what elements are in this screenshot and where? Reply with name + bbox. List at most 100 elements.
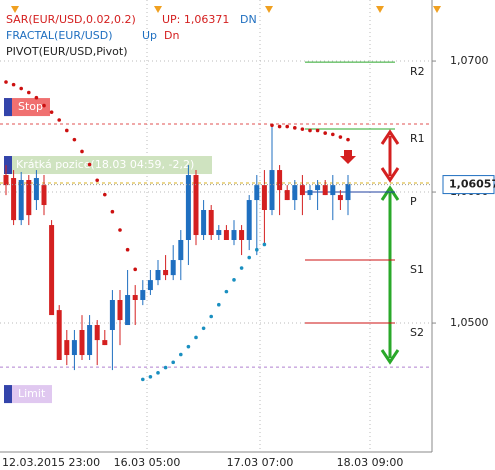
candle-body: [193, 175, 199, 236]
pivot-label: P: [410, 195, 417, 208]
sar-dot: [141, 377, 145, 382]
legend-text: Dn: [164, 29, 179, 42]
candle-body: [223, 230, 229, 240]
sar-dot: [277, 124, 282, 129]
stop-tab: [4, 98, 12, 117]
sar-dot: [239, 266, 244, 270]
sar-dot: [95, 178, 99, 183]
sar-dot: [103, 192, 107, 197]
candle-body: [246, 200, 252, 240]
sar-dot: [148, 374, 153, 379]
candle-body: [239, 230, 245, 240]
candle-body: [269, 170, 275, 210]
sar-dot: [11, 82, 16, 87]
sar-dot: [308, 128, 312, 133]
legend-text: SAR(EUR/USD,0.02,0.2): [6, 13, 136, 26]
candle-body: [322, 185, 328, 196]
candle-body: [299, 185, 305, 196]
sar-dot: [346, 137, 350, 142]
sar-dot: [209, 314, 213, 319]
sar-dot: [217, 302, 221, 307]
candle-body: [315, 185, 321, 191]
candle-body: [125, 295, 131, 326]
candle-body: [87, 325, 93, 356]
sar-dot: [194, 335, 198, 340]
candle-body: [56, 310, 62, 360]
y-tick-label: 1,0700: [450, 54, 489, 67]
sar-dot: [186, 344, 191, 349]
top-markers: [11, 6, 441, 13]
sar-dot: [118, 228, 122, 232]
sar-dot: [270, 123, 274, 128]
sar-dot: [125, 247, 130, 252]
candle-body: [132, 295, 138, 300]
pivot-label: R1: [410, 132, 425, 145]
sar-dot: [300, 127, 305, 131]
sar-dot: [179, 352, 183, 357]
candle-body: [140, 290, 146, 300]
candle-body: [71, 340, 77, 356]
candle-body: [147, 280, 153, 291]
x-tick-label: 17.03 07:00: [227, 456, 294, 469]
candle-body: [345, 184, 351, 201]
sar-dot: [4, 80, 8, 84]
sar-dot: [57, 118, 61, 122]
candle-body: [337, 195, 343, 201]
y-tick-label: 1,0500: [450, 316, 489, 329]
order-tab: [4, 156, 12, 175]
limit-box: [4, 385, 52, 404]
legend-text: FRACTAL(EUR/USD): [6, 29, 113, 42]
candle-body: [231, 230, 237, 240]
sar-dot: [201, 326, 206, 331]
candle-body: [178, 240, 184, 261]
pivot-label: S1: [410, 263, 424, 276]
candle-body: [216, 230, 222, 236]
sar-dot: [163, 365, 168, 370]
legend-text: PIVOT(EUR/USD,Pivot): [6, 45, 128, 58]
candle-body: [292, 185, 298, 201]
sar-dot: [254, 247, 259, 252]
sar-dot: [42, 103, 46, 108]
legend: SAR(EUR/USD,0.02,0.2) UP: 1,06371 DN FRACTA…: [6, 13, 257, 58]
candle-body: [277, 170, 283, 191]
legend-text: UP: 1,06371: [162, 13, 229, 26]
sar-dot: [133, 267, 137, 272]
candle-body: [3, 175, 9, 186]
sar-dot: [315, 128, 320, 133]
candle-body: [79, 330, 85, 356]
candle-body: [201, 210, 207, 236]
candle-body: [49, 225, 55, 316]
limit-label: Limit: [18, 387, 46, 400]
sar-dot: [232, 278, 236, 282]
sar-dot: [65, 128, 69, 133]
candle-body: [94, 325, 100, 341]
candle-body: [208, 210, 214, 236]
candle-body: [33, 178, 39, 201]
sar-dot: [285, 124, 290, 129]
candle-body: [185, 175, 191, 240]
candle-body: [284, 190, 290, 201]
sar-dot: [49, 110, 54, 114]
legend-text: DN: [240, 13, 257, 26]
order-label: Krátká pozice(18.03 04:59, -2,2): [16, 158, 194, 171]
candle-body: [155, 270, 161, 281]
sar-dot: [331, 132, 335, 137]
sar-dot: [338, 135, 343, 139]
sar-dot: [293, 126, 297, 130]
stop-box: [4, 98, 50, 117]
limit-tab: [4, 385, 12, 404]
sar-dot: [156, 371, 160, 375]
candle-body: [109, 300, 115, 330]
sar-dot: [72, 137, 77, 142]
candle-body: [163, 270, 169, 276]
sar-dot: [171, 360, 175, 365]
candle-body: [330, 185, 336, 196]
pivot-label: R2: [410, 65, 425, 78]
candle-body: [41, 185, 47, 206]
stop-label: Stop: [18, 100, 43, 113]
sar-dot: [224, 289, 229, 294]
x-tick-label: 12.03.2015 23:00: [2, 456, 100, 469]
candle-body: [117, 300, 123, 321]
x-tick-label: 18.03 09:00: [337, 456, 404, 469]
